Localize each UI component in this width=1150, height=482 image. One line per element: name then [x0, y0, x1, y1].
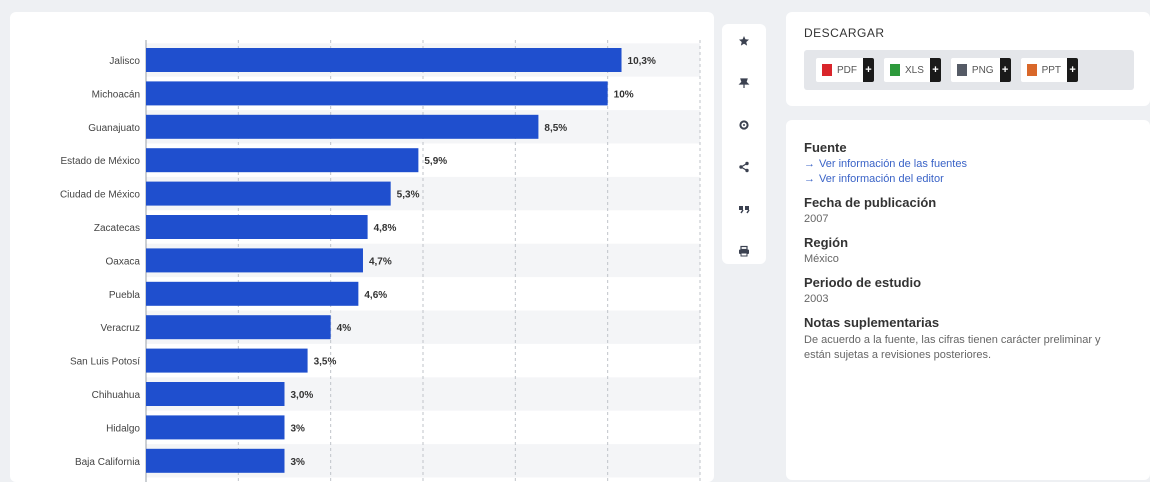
bar[interactable] [146, 415, 285, 440]
xls-file-icon [890, 64, 900, 76]
category-label: Guanajuato [88, 123, 140, 134]
value-label: 8,5% [544, 123, 567, 134]
download-box: DESCARGAR PDF + XLS + PNG + PPT + [786, 12, 1150, 106]
category-label: Baja California [75, 457, 140, 468]
category-label: Ciudad de México [60, 190, 140, 201]
arrow-right-icon: → [804, 158, 815, 170]
category-label: Veracruz [101, 323, 140, 334]
bar[interactable] [146, 315, 331, 340]
info-box: Fuente → Ver información de las fuentes →… [786, 120, 1150, 480]
category-label: Hidalgo [106, 423, 140, 434]
bar[interactable] [146, 148, 419, 173]
date-value: 2007 [804, 213, 829, 225]
pin-icon [738, 78, 750, 88]
chart-toolbar [722, 24, 766, 264]
value-label: 4,8% [374, 223, 397, 234]
png-plus-icon[interactable]: + [999, 58, 1011, 82]
value-label: 4% [337, 323, 352, 334]
category-label: Puebla [109, 290, 141, 301]
ppt-plus-icon[interactable]: + [1067, 58, 1079, 82]
download-png-button[interactable]: PNG + [950, 58, 1011, 82]
category-label: Zacatecas [94, 223, 140, 234]
category-label: San Luis Potosí [70, 357, 140, 368]
date-heading: Fecha de publicación [804, 195, 937, 210]
source-heading: Fuente [804, 140, 847, 155]
pdf-file-icon [822, 64, 832, 76]
share-icon [739, 161, 749, 173]
pdf-label: PDF [837, 64, 857, 76]
download-ppt-button[interactable]: PPT + [1020, 58, 1079, 82]
bar[interactable] [146, 248, 363, 273]
chart-card: Jalisco Michoacán Guanajuato Estado de Méxi… [10, 12, 714, 482]
png-file-icon [956, 64, 967, 76]
source-link-label: Ver información de las fuentes [819, 158, 967, 170]
settings-button[interactable] [722, 108, 766, 142]
category-label: Michoacán [92, 89, 140, 100]
share-button[interactable] [722, 150, 766, 184]
png-label: PNG [971, 64, 994, 76]
side-panel: DESCARGAR PDF + XLS + PNG + PPT + Fuente… [786, 12, 1150, 480]
download-bar: PDF + XLS + PNG + PPT + [804, 50, 1134, 90]
cite-button[interactable] [722, 192, 766, 226]
value-label: 10,3% [628, 56, 656, 67]
bar-chart: Jalisco Michoacán Guanajuato Estado de Méxi… [60, 40, 701, 482]
value-label: 3,0% [291, 390, 314, 401]
bar[interactable] [146, 181, 391, 206]
region-heading: Región [804, 235, 849, 250]
star-icon [739, 36, 749, 46]
period-heading: Periodo de estudio [804, 275, 922, 290]
favorite-button[interactable] [722, 24, 766, 58]
settings-icon [739, 120, 749, 130]
region-value: México [804, 253, 839, 265]
notification-button[interactable] [722, 66, 766, 100]
source-link[interactable]: → Ver información de las fuentes [804, 158, 1132, 170]
value-label: 4,7% [369, 256, 392, 267]
value-label: 3% [291, 423, 306, 434]
category-label: Oaxaca [106, 256, 141, 267]
value-label: 10% [614, 89, 634, 100]
bar[interactable] [146, 382, 285, 406]
editor-link-label: Ver información del editor [819, 173, 944, 185]
pdf-plus-icon[interactable]: + [863, 58, 874, 82]
bar[interactable] [146, 448, 285, 473]
print-icon [739, 245, 749, 257]
ppt-file-icon [1026, 64, 1037, 76]
value-label: 3,5% [314, 357, 337, 368]
category-label: Chihuahua [92, 390, 141, 401]
category-label: Jalisco [109, 56, 140, 67]
notes-heading: Notas suplementarias [804, 315, 940, 330]
print-button[interactable] [722, 234, 766, 268]
bar[interactable] [146, 114, 539, 139]
period-value: 2003 [804, 293, 829, 305]
bar[interactable] [146, 215, 368, 239]
notes-value: De acuerdo a la fuente, las cifras tiene… [804, 334, 1101, 361]
value-label: 5,9% [424, 156, 447, 167]
value-label: 3% [291, 457, 306, 468]
xls-plus-icon[interactable]: + [929, 58, 941, 82]
quote-icon [739, 206, 750, 214]
bar[interactable] [146, 348, 308, 373]
category-label: Estado de México [61, 156, 141, 167]
xls-label: XLS [905, 64, 924, 76]
value-label: 5,3% [397, 190, 420, 201]
ppt-label: PPT [1041, 64, 1062, 76]
bar[interactable] [146, 48, 622, 72]
bar[interactable] [146, 81, 608, 106]
arrow-right-icon: → [804, 173, 815, 185]
download-title: DESCARGAR [804, 26, 885, 40]
download-xls-button[interactable]: XLS + [884, 58, 941, 82]
editor-link[interactable]: → Ver información del editor [804, 173, 1132, 185]
download-pdf-button[interactable]: PDF + [816, 58, 874, 82]
value-label: 4,6% [364, 290, 387, 301]
bar[interactable] [146, 281, 359, 306]
